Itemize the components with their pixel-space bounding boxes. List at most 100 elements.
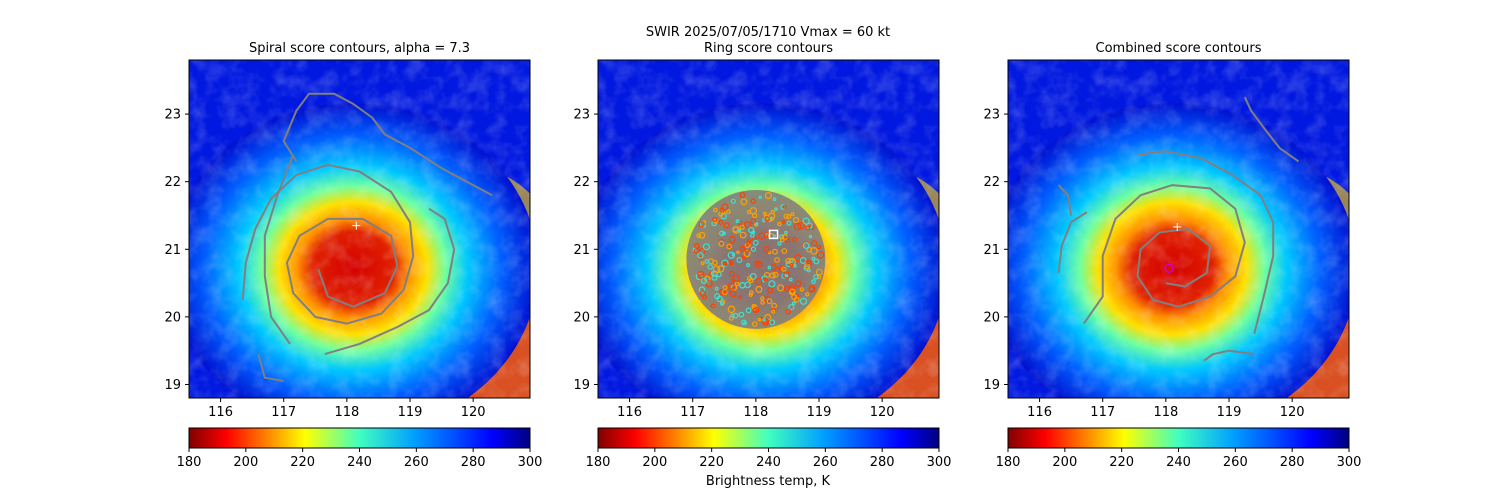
y-tick-label: 19	[983, 378, 1000, 393]
ring-squiggle	[723, 222, 730, 229]
score-contour	[324, 207, 456, 356]
center-plus-marker	[1173, 222, 1182, 231]
ring-squiggle	[713, 207, 718, 213]
ring-squiggle	[779, 237, 785, 243]
ring-squiggle	[781, 220, 786, 224]
colorbar-tick-label: 280	[870, 455, 895, 470]
ring-squiggle	[704, 259, 710, 264]
colorbar-tick-label: 300	[518, 455, 543, 470]
ring-squiggle	[783, 271, 791, 279]
axes-frame	[188, 59, 531, 399]
ring-squiggle	[781, 266, 787, 272]
ring-squiggle	[808, 285, 815, 292]
ring-squiggle	[748, 226, 755, 234]
ring-squiggle	[799, 257, 807, 265]
ring-squiggle	[816, 251, 825, 259]
ring-squiggle	[805, 292, 810, 297]
ring-squiggle	[734, 281, 740, 287]
ring-squiggle	[714, 293, 721, 300]
score-contour	[263, 154, 295, 345]
ring-squiggle	[719, 207, 725, 213]
colorbar-tick-label: 260	[1223, 455, 1248, 470]
x-tick-label: 116	[208, 405, 233, 420]
ring-squiggle	[744, 281, 751, 289]
colorbar-tick-label: 260	[813, 455, 838, 470]
panel-title: Ring score contours	[704, 41, 833, 56]
ring-squiggle	[727, 305, 736, 314]
ring-squiggle	[710, 303, 716, 309]
ring-squiggle	[752, 239, 759, 246]
figure-suptitle: SWIR 2025/07/05/1710 Vmax = 60 kt	[646, 25, 890, 40]
ring-squiggle	[722, 289, 728, 296]
ring-squiggle	[728, 260, 734, 266]
x-tick-label: 119	[398, 405, 423, 420]
x-tick-label: 118	[743, 405, 768, 420]
ring-squiggle	[789, 263, 794, 268]
ring-squiggle	[719, 288, 726, 296]
ring-squiggle	[747, 277, 754, 284]
colorbar-tick-label: 300	[927, 455, 952, 470]
ring-squiggle	[705, 280, 713, 288]
ring-squiggle	[811, 279, 816, 284]
ring-squiggle	[741, 255, 746, 260]
ring-squiggle	[805, 225, 811, 231]
x-tick-label: 118	[1153, 405, 1178, 420]
colorbar-tick-label: 220	[290, 455, 315, 470]
score-contour	[282, 92, 493, 197]
ring-squiggle	[777, 284, 785, 292]
y-tick-label: 23	[573, 108, 590, 123]
ring-squiggle	[743, 244, 751, 253]
ring-squiggle	[793, 222, 802, 231]
ring-squiggle	[743, 250, 751, 258]
ring-squiggle	[730, 198, 736, 204]
ring-squiggle	[763, 277, 769, 282]
ring-squiggle	[752, 307, 758, 313]
ring-squiggle	[697, 270, 705, 279]
x-tick-label: 117	[1090, 405, 1115, 420]
ring-squiggle	[728, 235, 736, 244]
colorbar-tick-label: 220	[699, 455, 724, 470]
ring-squiggle	[768, 280, 776, 288]
ring-squiggle	[793, 296, 800, 303]
ring-squiggle	[755, 277, 763, 285]
ring-squiggle	[718, 238, 725, 245]
ring-squiggle	[793, 216, 800, 224]
ring-squiggle	[799, 297, 808, 305]
ring-squiggle	[774, 257, 780, 263]
colorbar-tick-label: 180	[177, 455, 202, 470]
ring-squiggle	[815, 268, 823, 276]
ring-squiggle	[802, 242, 810, 249]
panel-spiral: Spiral score contours, alpha = 7.3 116 117…	[164, 41, 543, 470]
ring-squiggle	[719, 230, 725, 237]
ring-squiggle	[786, 214, 792, 220]
ring-squiggle	[698, 231, 706, 239]
x-tick-label: 119	[1217, 405, 1242, 420]
y-tick-label: 20	[573, 310, 590, 325]
ring-squiggle	[721, 259, 729, 267]
ring-squiggle	[745, 307, 752, 314]
score-contour	[1203, 349, 1255, 362]
ring-squiggle	[780, 204, 786, 210]
ring-squiggle	[770, 209, 775, 215]
x-tick-label: 116	[1027, 405, 1052, 420]
ring-squiggle	[697, 252, 704, 259]
colorbar-tick-label: 200	[642, 455, 667, 470]
ring-squiggle	[693, 248, 700, 254]
ring-squiggle	[738, 311, 745, 318]
ring-squiggle	[714, 286, 719, 291]
ring-squiggle	[785, 257, 792, 265]
ring-squiggle	[754, 222, 759, 226]
y-tick-label: 21	[164, 243, 181, 258]
ring-squiggle	[718, 240, 725, 247]
x-tick-label: 119	[807, 405, 832, 420]
colorbar-tick-label: 200	[1052, 455, 1077, 470]
x-tick-label: 120	[461, 405, 486, 420]
ring-squiggle	[698, 286, 706, 294]
panel-title: Spiral score contours, alpha = 7.3	[249, 41, 470, 56]
y-tick-label: 19	[573, 378, 590, 393]
x-tick-label: 120	[1280, 405, 1305, 420]
ring-squiggle	[792, 236, 798, 243]
center-square-marker	[768, 229, 779, 240]
ring-squiggle	[729, 290, 737, 298]
ring-squiggle	[716, 271, 722, 278]
